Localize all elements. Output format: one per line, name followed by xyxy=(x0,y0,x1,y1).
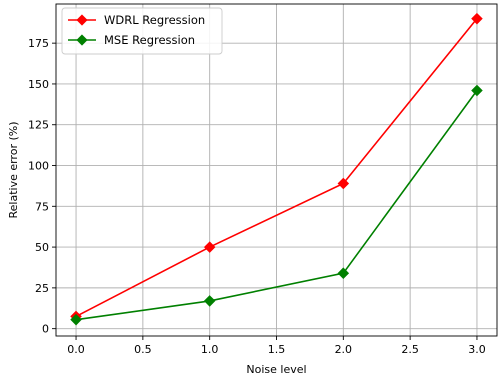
legend: WDRL Regression MSE Regression xyxy=(61,7,223,55)
data-point-wdrl-regression xyxy=(471,12,483,25)
x-axis-label: Noise level xyxy=(246,363,306,376)
series-layer xyxy=(70,12,483,326)
data-point-wdrl-regression xyxy=(203,241,216,253)
y-tick-label: 150 xyxy=(28,78,49,91)
axis-ticks: 0.0 0.5 1.0 1.5 2.0 2.5 3.0 0 25 50 75 100 125 150 175 xyxy=(28,37,486,356)
series-mse-regression xyxy=(70,84,483,326)
x-tick-label: 1.0 xyxy=(201,343,219,356)
x-tick-label: 2.0 xyxy=(335,343,353,356)
x-tick-label: 3.0 xyxy=(468,343,486,356)
y-tick-label: 25 xyxy=(35,282,49,295)
legend-label: WDRL Regression xyxy=(104,13,205,27)
y-axis-label: Relative error (%) xyxy=(7,121,20,218)
data-point-mse-regression xyxy=(471,84,483,97)
data-point-mse-regression xyxy=(337,267,350,279)
x-tick-label: 0.5 xyxy=(134,343,152,356)
data-point-mse-regression xyxy=(70,313,82,326)
y-tick-label: 75 xyxy=(35,200,49,213)
legend-box xyxy=(61,7,223,55)
x-tick-label: 1.5 xyxy=(268,343,286,356)
y-tick-label: 100 xyxy=(28,160,49,173)
y-tick-label: 175 xyxy=(28,37,49,50)
legend-item-wdrl-regression: WDRL Regression xyxy=(68,13,205,27)
legend-label: MSE Regression xyxy=(104,33,195,47)
legend-swatch-marker xyxy=(76,14,88,26)
y-tick-label: 125 xyxy=(28,119,49,132)
data-point-wdrl-regression xyxy=(337,177,350,190)
data-point-mse-regression xyxy=(203,295,216,307)
legend-item-mse-regression: MSE Regression xyxy=(68,33,195,47)
y-tick-label: 50 xyxy=(35,241,49,254)
series-line-mse-regression xyxy=(75,89,478,321)
x-tick-label: 0.0 xyxy=(67,343,85,356)
legend-swatch-marker xyxy=(76,34,88,46)
y-tick-label: 0 xyxy=(42,323,49,336)
series-line-wdrl-regression xyxy=(75,18,478,318)
series-wdrl-regression xyxy=(70,12,483,323)
x-tick-label: 2.5 xyxy=(401,343,419,356)
